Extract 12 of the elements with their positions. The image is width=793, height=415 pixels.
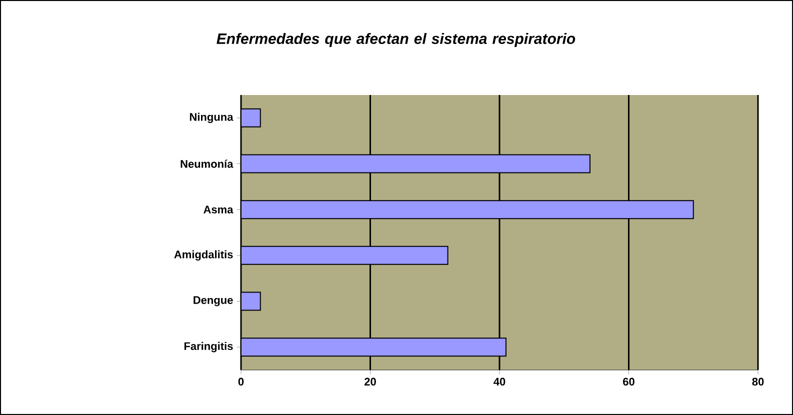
y-tick-label: Faringitis xyxy=(184,342,233,352)
x-tick-label: 0 xyxy=(238,378,244,386)
x-tick-label: 80 xyxy=(752,378,764,386)
chart-title: Enfermedades que afectan el sistema respiratorio xyxy=(216,33,576,47)
x-tick-label: 60 xyxy=(623,378,634,386)
x-tick-label: 20 xyxy=(364,378,376,386)
y-tick-label: Amigdalitis xyxy=(174,250,233,261)
x-tick-label: 40 xyxy=(494,378,506,386)
y-tick-label: Neumonía xyxy=(180,160,234,168)
y-tick-label: Ninguna xyxy=(190,112,234,124)
y-tick-label: Dengue xyxy=(194,296,233,306)
y-tick-label: Asma xyxy=(204,206,234,214)
